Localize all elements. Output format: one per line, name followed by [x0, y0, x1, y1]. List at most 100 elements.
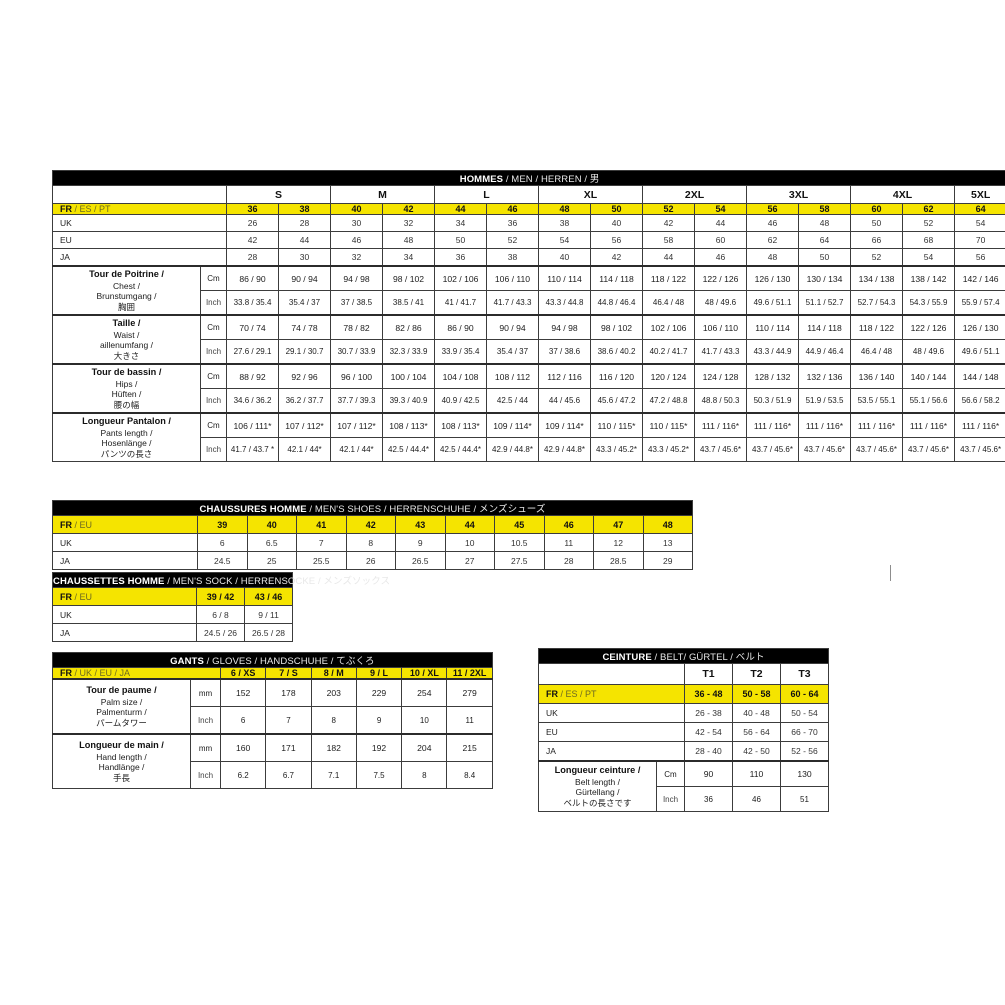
table-cell: 8.4 [446, 761, 493, 789]
table-cell: 66 - 70 [779, 722, 830, 742]
table-cell: 55.1 / 56.6 [902, 388, 955, 414]
table-row: Tour de Poitrine / Chest / Brunstumgang … [52, 265, 1005, 316]
row-label-eu: EU [52, 231, 227, 249]
table-cell: 11 [543, 533, 594, 552]
table-cell: 34 [382, 248, 435, 267]
table-cell: 109 / 114* [538, 412, 591, 438]
table-cell: 43.3 / 44.9 [746, 339, 799, 365]
table-cell: 114 / 118 [798, 314, 851, 340]
table-cell: 53.5 / 55.1 [850, 388, 903, 414]
measurement-label-palm-size: Tour de paume / Palm size / Palmenturm /… [52, 678, 191, 735]
gloves-fr-label-strong: FR [60, 668, 72, 678]
table-cell: 42.5 / 44.4* [382, 437, 435, 462]
table-cell: 9 [395, 533, 446, 552]
table-cell: 43.7 / 45.6* [902, 437, 955, 462]
socks-fr-label: FR / EU [52, 587, 197, 606]
table-cell: 32 [330, 248, 383, 267]
table-cell: 111 / 116* [694, 412, 747, 438]
table-cell: 26 [226, 214, 279, 232]
table-cell: 44.9 / 46.4 [798, 339, 851, 365]
table-cell: 58 [642, 231, 695, 249]
belt-banner-cell: CEINTURE / BELT/ GÜRTEL / ベルト [537, 648, 830, 664]
mens-size-table: HOMMES / MEN / HERREN / 男 S M L XL 2XL 3… [51, 170, 1005, 462]
table-cell: 110 / 115* [642, 412, 695, 438]
table-cell: 38 [538, 214, 591, 232]
table-cell: 10 [444, 533, 495, 552]
table-row: UK 6 6.5 7 8 9 10 10.5 11 12 13 [52, 533, 694, 552]
measurement-line: パームタワー [96, 717, 147, 728]
measurement-line: Hüften / [111, 389, 142, 399]
row-label-eu: EU [538, 722, 685, 742]
socks-banner-title: CHAUSSETTES HOMME [53, 576, 165, 587]
table-cell: 54 [538, 231, 591, 249]
table-cell: 108 / 113* [434, 412, 487, 438]
measurement-title: Longueur de main / [79, 740, 164, 750]
belt-table-body: CEINTURE / BELT/ GÜRTEL / ベルト T1 T2 T3 F… [537, 648, 830, 812]
belt-group-t3: T3 [779, 663, 830, 685]
row-label-uk: UK [52, 214, 227, 232]
table-cell: 126 / 130 [953, 314, 1005, 340]
belt-banner-title: CEINTURE [602, 652, 652, 663]
table-cell: 118 / 122 [850, 314, 903, 340]
table-cell: 46.4 / 48 [850, 339, 903, 365]
mens-shoes-table: CHAUSSURES HOMME / MEN'S SHOES / HERRENS… [51, 500, 694, 570]
table-cell: 111 / 116* [902, 412, 955, 438]
table-cell: 6 / 8 [196, 605, 245, 624]
table-cell: 37.7 / 39.3 [330, 388, 383, 414]
table-row: Inch 27.6 / 29.1 29.1 / 30.7 30.7 / 33.9… [53, 339, 1005, 365]
shoes-table-body: CHAUSSURES HOMME / MEN'S SHOES / HERRENS… [51, 500, 694, 570]
table-cell: 42 [226, 231, 279, 249]
table-cell: 160 [219, 733, 267, 762]
mens-fr-row: FR / ES / PT 36 38 40 42 44 46 48 50 52 … [52, 203, 1005, 215]
table-cell: 46 [330, 231, 383, 249]
table-cell: 120 / 124 [642, 363, 695, 389]
table-cell: 192 [355, 733, 403, 762]
table-cell: 28 [226, 248, 279, 267]
table-cell: 47.2 / 48.8 [642, 388, 695, 414]
table-cell: 40.2 / 41.7 [642, 339, 695, 365]
table-cell: 11 [446, 706, 493, 735]
table-cell: 41.7 / 43.3 [694, 339, 747, 365]
measurement-title: Tour de paume / [86, 685, 157, 695]
unit-cm: Cm [200, 265, 227, 291]
table-cell: 122 / 126 [694, 265, 747, 291]
table-cell: 43.3 / 45.2* [642, 437, 695, 462]
socks-banner-subtitle: / MEN'S SOCK / HERRENSOCKE / メンズソックス [164, 576, 391, 587]
row-label-uk: UK [52, 533, 198, 552]
table-cell: 6.7 [265, 761, 312, 789]
table-cell: 60 - 64 [779, 684, 830, 704]
table-cell: 25 [246, 551, 297, 570]
gloves-fr-row: FR / UK / EU / JA 6 / XS 7 / S 8 / M 9 /… [52, 667, 493, 680]
belt-banner-row: CEINTURE / BELT/ GÜRTEL / ベルト [537, 648, 830, 664]
table-cell: 86 / 90 [226, 265, 279, 291]
belt-banner-subtitle: / BELT/ GÜRTEL / ベルト [651, 652, 765, 663]
table-cell: 29 [642, 551, 694, 570]
unit-inch: Inch [200, 388, 227, 414]
table-cell: 49.6 / 51.1 [953, 339, 1005, 365]
table-cell: 26.5 [395, 551, 446, 570]
shoes-banner-title: CHAUSSURES HOMME [199, 504, 307, 515]
table-cell: 52 [902, 214, 955, 232]
table-cell: 108 / 113* [382, 412, 435, 438]
table-cell: 46.4 / 48 [642, 290, 695, 316]
table-cell: 70 / 74 [226, 314, 279, 340]
table-cell: 36 [226, 203, 279, 215]
table-row: UK 26 - 38 40 - 48 50 - 54 [538, 703, 830, 723]
table-cell: 54 [953, 214, 1005, 232]
size-group-5xl: 5XL [953, 185, 1005, 204]
table-cell: 74 / 78 [278, 314, 331, 340]
table-cell: 111 / 116* [953, 412, 1005, 438]
table-row: Tour de paume / Palm size / Palmenturm /… [52, 678, 493, 735]
table-row: Inch 36 46 51 [539, 786, 830, 812]
table-row: UK 26 28 30 32 34 36 38 40 42 44 46 48 5… [52, 214, 1005, 232]
table-cell: 40.9 / 42.5 [434, 388, 487, 414]
belt-fr-label-rest: / ES / PT [558, 689, 597, 699]
shoes-fr-row: FR / EU 39 40 41 42 43 44 45 46 47 48 [52, 515, 694, 534]
table-cell: 39 / 42 [196, 587, 245, 606]
table-cell: 70 [953, 231, 1005, 249]
table-row: Tour de bassin / Hips / Hüften / 腰の幅 Cm … [52, 363, 1005, 414]
table-cell: 43.3 / 44.8 [538, 290, 591, 316]
gloves-banner-row: GANTS / GLOVES / HANDSCHUHE / てぶくろ [52, 652, 493, 668]
table-cell: 90 / 94 [486, 314, 539, 340]
mens-fr-label-rest: / ES / PT [72, 204, 111, 214]
